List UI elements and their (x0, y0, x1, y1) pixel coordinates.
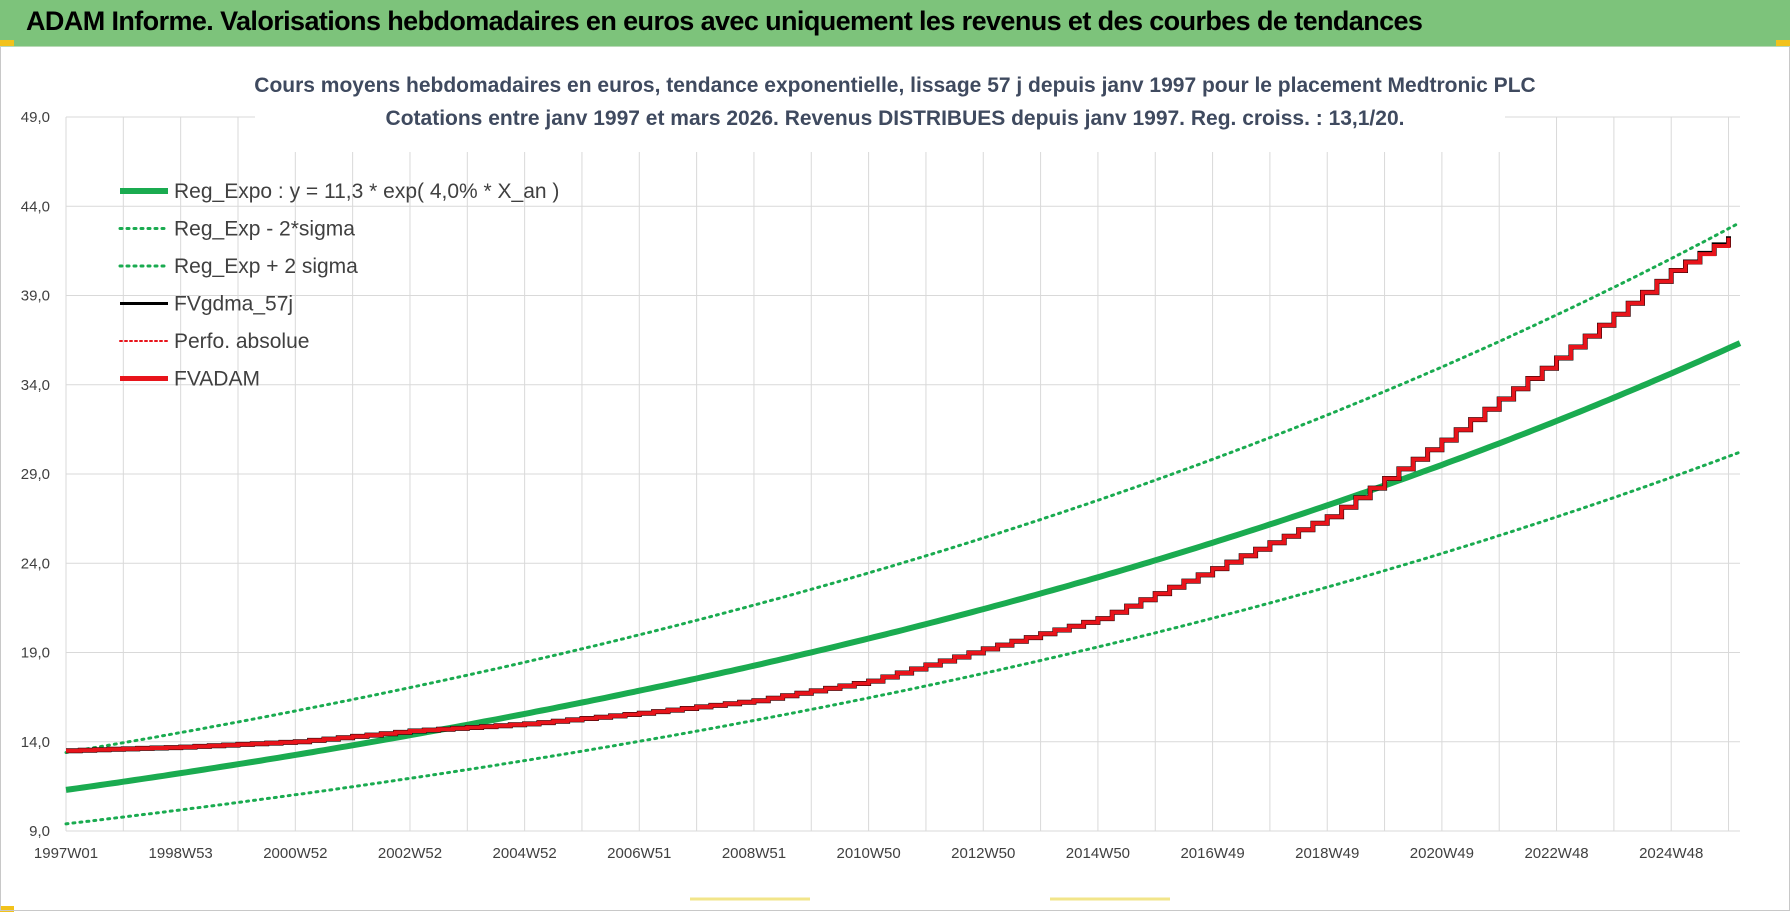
x-tick-label: 2000W52 (263, 845, 327, 862)
x-tick-label: 2004W52 (493, 845, 557, 862)
x-tick-label: 2012W50 (951, 845, 1015, 862)
legend-label: Perfo. absolue (174, 330, 309, 353)
y-tick-label: 19,0 (21, 645, 50, 662)
legend-label: Reg_Exp - 2*sigma (174, 218, 355, 241)
y-tick-label: 24,0 (21, 555, 50, 572)
x-tick-label: 2006W51 (607, 845, 671, 862)
chart-subtitle: Cotations entre janv 1997 et mars 2026. … (386, 107, 1405, 130)
legend-label: FVgdma_57j (174, 293, 293, 316)
x-tick-label: 2014W50 (1066, 845, 1130, 862)
series (64, 221, 1742, 826)
legend-label: Reg_Expo : y = 11,3 * exp( 4,0% * X_an ) (174, 180, 559, 203)
y-tick-label: 29,0 (21, 466, 50, 483)
corner-mark-top-right (1776, 40, 1790, 46)
x-tick-label: 2008W51 (722, 845, 786, 862)
series-fvadam (66, 237, 1731, 753)
series-reg-expo (65, 340, 1742, 793)
chart: Cours moyens hebdomadaires en euros, ten… (21, 68, 1742, 901)
y-axis-ticks: 9,0 14,0 19,0 24,0 29,0 34,0 39,0 44,0 49,0 (21, 109, 50, 840)
series-reg-exp-minus-2sigma (64, 450, 1742, 826)
x-tick-label: 2010W50 (836, 845, 900, 862)
y-tick-label: 44,0 (21, 198, 50, 215)
x-tick-label: 2022W48 (1524, 845, 1588, 862)
corner-mark-top-left (0, 40, 14, 46)
legend-label: Reg_Exp + 2 sigma (174, 255, 358, 278)
x-tick-label: 2016W49 (1180, 845, 1244, 862)
x-tick-label: 2020W49 (1410, 845, 1474, 862)
report-title: ADAM Informe. Valorisations hebdomadaire… (26, 6, 1423, 36)
x-tick-label: 1997W01 (34, 845, 98, 862)
corner-mark-bottom-left (0, 906, 14, 912)
y-tick-label: 39,0 (21, 288, 50, 305)
title-background (255, 68, 1505, 152)
x-tick-label: 2002W52 (378, 845, 442, 862)
y-tick-label: 9,0 (29, 823, 50, 840)
y-tick-label: 34,0 (21, 377, 50, 394)
x-axis-ticks: 1997W01 1998W53 2000W52 2002W52 2004W52 2006W… (34, 845, 1703, 862)
legend: Reg_Expo : y = 11,3 * exp( 4,0% * X_an )… (118, 180, 559, 391)
x-tick-label: 2024W48 (1639, 845, 1703, 862)
y-tick-label: 14,0 (21, 734, 50, 751)
chart-title: Cours moyens hebdomadaires en euros, ten… (254, 74, 1535, 97)
report-header: ADAM Informe. Valorisations hebdomadaire… (0, 0, 1790, 47)
x-tick-label: 1998W53 (149, 845, 213, 862)
y-tick-label: 49,0 (21, 109, 50, 126)
legend-label: FVADAM (174, 368, 260, 391)
x-tick-label: 2018W49 (1295, 845, 1359, 862)
